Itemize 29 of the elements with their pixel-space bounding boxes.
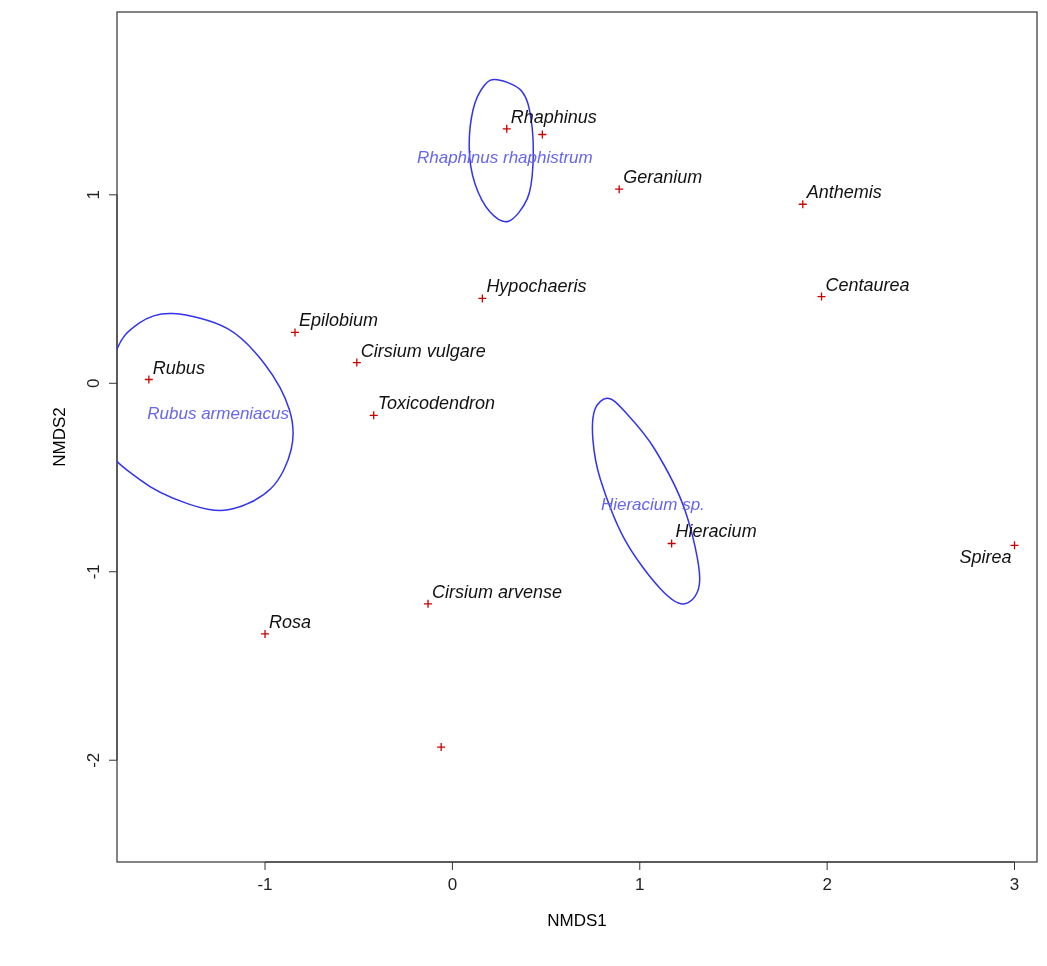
annotation: Geranium — [623, 167, 703, 188]
point — [502, 124, 512, 134]
y-tick-label: 0 — [84, 378, 103, 389]
annotation: Rubus armeniacus — [147, 404, 290, 424]
point — [260, 629, 270, 639]
annotation: Epilobium — [299, 310, 379, 331]
y-axis-title: NMDS2 — [50, 407, 69, 467]
annotation: Rosa — [269, 611, 312, 632]
point — [290, 327, 300, 338]
x-tick-label: 1 — [635, 875, 645, 894]
point — [423, 599, 433, 609]
x-tick-label: 0 — [447, 875, 458, 894]
y-tick-label: -1 — [84, 564, 103, 580]
y-tick-label: -2 — [84, 752, 103, 768]
annotation: Rubus — [152, 357, 205, 378]
annotation: Toxicodendron — [377, 393, 496, 414]
point — [144, 374, 154, 385]
annotation: Spirea — [959, 547, 1012, 568]
annotation: Hypochaeris — [486, 276, 587, 297]
y-tick-label: 1 — [84, 190, 103, 200]
annotation: Cirsium vulgare — [360, 340, 486, 361]
annotation: Cirsium arvense — [432, 581, 563, 602]
x-tick-label: 3 — [1009, 875, 1020, 894]
annotation: Anthemis — [805, 182, 882, 203]
x-axis-title: NMDS1 — [547, 911, 607, 930]
x-tick-label: 2 — [822, 875, 832, 894]
x-tick-label: -1 — [257, 875, 273, 894]
annotation: Centaurea — [825, 274, 910, 295]
point — [436, 742, 446, 752]
